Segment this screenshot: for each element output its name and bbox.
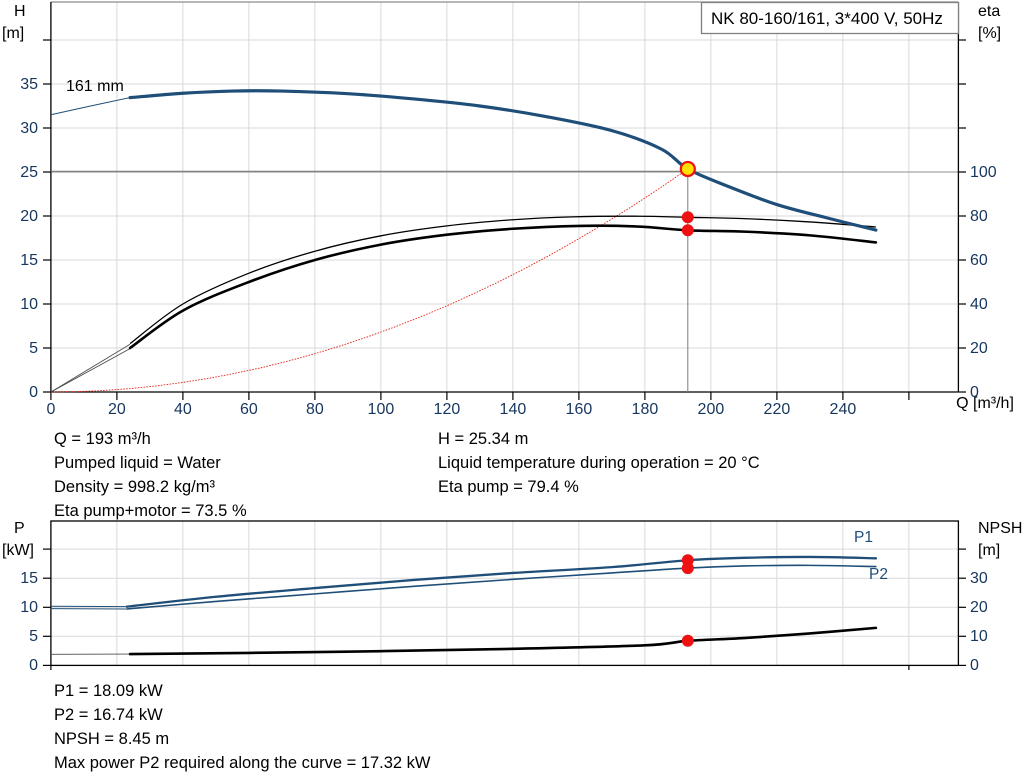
svg-text:Q = 193 m³/h: Q = 193 m³/h bbox=[54, 430, 151, 448]
svg-text:[m]: [m] bbox=[2, 25, 24, 42]
svg-text:5: 5 bbox=[29, 340, 38, 357]
svg-text:Density = 998.2 kg/m³: Density = 998.2 kg/m³ bbox=[54, 478, 215, 496]
svg-text:0: 0 bbox=[29, 657, 38, 674]
svg-text:20: 20 bbox=[970, 599, 988, 616]
svg-text:200: 200 bbox=[698, 401, 725, 418]
svg-text:[kW]: [kW] bbox=[2, 542, 34, 559]
svg-text:20: 20 bbox=[20, 208, 38, 225]
svg-text:240: 240 bbox=[830, 401, 857, 418]
svg-text:161 mm: 161 mm bbox=[66, 78, 124, 95]
svg-text:Eta pump+motor = 73.5 %: Eta pump+motor = 73.5 % bbox=[54, 502, 247, 520]
svg-text:80: 80 bbox=[970, 208, 988, 225]
svg-text:[%]: [%] bbox=[978, 25, 1001, 42]
svg-text:10: 10 bbox=[970, 628, 988, 645]
svg-text:H = 25.34 m: H = 25.34 m bbox=[438, 430, 528, 448]
svg-text:P2: P2 bbox=[869, 566, 888, 583]
svg-text:140: 140 bbox=[500, 401, 527, 418]
svg-text:35: 35 bbox=[20, 76, 38, 93]
svg-text:eta: eta bbox=[978, 3, 1000, 20]
svg-text:P2 = 16.74 kW: P2 = 16.74 kW bbox=[54, 706, 163, 724]
svg-text:Eta pump = 79.4 %: Eta pump = 79.4 % bbox=[438, 478, 579, 496]
svg-text:100: 100 bbox=[970, 164, 997, 181]
svg-text:60: 60 bbox=[240, 401, 258, 418]
svg-text:P1: P1 bbox=[854, 529, 873, 546]
svg-text:NPSH = 8.45 m: NPSH = 8.45 m bbox=[54, 730, 169, 748]
svg-text:160: 160 bbox=[566, 401, 593, 418]
svg-text:P: P bbox=[14, 520, 25, 537]
svg-text:[m]: [m] bbox=[978, 542, 1000, 559]
svg-text:20: 20 bbox=[970, 340, 988, 357]
svg-text:5: 5 bbox=[29, 628, 38, 645]
svg-text:120: 120 bbox=[434, 401, 461, 418]
svg-text:Liquid temperature during oper: Liquid temperature during operation = 20… bbox=[438, 454, 760, 472]
svg-text:180: 180 bbox=[632, 401, 659, 418]
svg-text:0: 0 bbox=[29, 384, 38, 401]
svg-text:15: 15 bbox=[20, 252, 38, 269]
svg-text:220: 220 bbox=[764, 401, 791, 418]
svg-text:0: 0 bbox=[970, 657, 979, 674]
svg-text:Q [m³/h]: Q [m³/h] bbox=[956, 395, 1014, 412]
svg-text:100: 100 bbox=[368, 401, 395, 418]
svg-text:NK 80-160/161, 3*400 V, 50Hz: NK 80-160/161, 3*400 V, 50Hz bbox=[711, 9, 943, 28]
svg-text:Max power P2 required along th: Max power P2 required along the curve = … bbox=[54, 754, 431, 772]
svg-text:NPSH: NPSH bbox=[978, 520, 1022, 537]
svg-text:40: 40 bbox=[970, 296, 988, 313]
svg-text:40: 40 bbox=[174, 401, 192, 418]
svg-text:20: 20 bbox=[108, 401, 126, 418]
svg-text:10: 10 bbox=[20, 599, 38, 616]
svg-text:15: 15 bbox=[20, 570, 38, 587]
svg-text:30: 30 bbox=[20, 120, 38, 137]
svg-text:P1 = 18.09 kW: P1 = 18.09 kW bbox=[54, 682, 163, 700]
svg-text:H: H bbox=[14, 3, 26, 20]
svg-text:10: 10 bbox=[20, 296, 38, 313]
svg-text:80: 80 bbox=[306, 401, 324, 418]
svg-text:0: 0 bbox=[970, 384, 979, 401]
svg-text:Pumped liquid = Water: Pumped liquid = Water bbox=[54, 454, 221, 472]
svg-text:0: 0 bbox=[46, 401, 55, 418]
svg-text:30: 30 bbox=[970, 570, 988, 587]
svg-text:60: 60 bbox=[970, 252, 988, 269]
svg-text:25: 25 bbox=[20, 164, 38, 181]
